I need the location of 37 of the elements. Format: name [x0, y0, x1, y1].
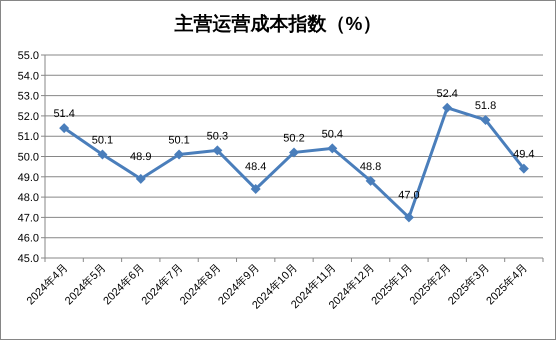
y-tick-label: 48.0 [18, 192, 39, 204]
data-label: 51.4 [53, 108, 75, 120]
point [442, 102, 452, 113]
data-label: 50.4 [322, 128, 344, 140]
data-label: 48.4 [244, 160, 266, 173]
point [518, 164, 529, 174]
point [404, 212, 414, 222]
data-label: 48.8 [360, 160, 382, 173]
y-tick-label: 51.0 [18, 131, 39, 144]
data-label: 49.4 [513, 148, 535, 161]
y-tick-label: 45.0 [18, 253, 39, 265]
y-tick-label: 52.0 [18, 110, 39, 123]
y-tick-label: 54.0 [18, 70, 39, 82]
y-tick-label: 47.0 [18, 212, 39, 224]
y-tick-label: 49.0 [18, 172, 39, 184]
data-label: 50.1 [168, 134, 190, 146]
point [289, 147, 299, 158]
data-label: 52.4 [436, 88, 458, 100]
data-label: 50.1 [92, 134, 114, 146]
point [250, 184, 261, 194]
data-label: 50.3 [206, 130, 228, 142]
data-label: 48.9 [130, 150, 152, 163]
point [366, 176, 376, 186]
point [327, 143, 338, 154]
point [136, 174, 146, 184]
point [59, 123, 70, 134]
y-tick-label: 50.0 [18, 152, 39, 164]
y-tick-label: 53.0 [18, 90, 39, 103]
data-label: 51.8 [474, 100, 496, 112]
point [480, 114, 491, 125]
point [97, 149, 108, 160]
point [174, 149, 184, 160]
y-tick-label: 46.0 [18, 232, 39, 245]
data-label: 50.2 [283, 132, 305, 144]
y-tick-label: 55.0 [18, 50, 39, 62]
chart-title: 主营运营成本指数（%） [174, 13, 382, 35]
point [212, 145, 222, 156]
